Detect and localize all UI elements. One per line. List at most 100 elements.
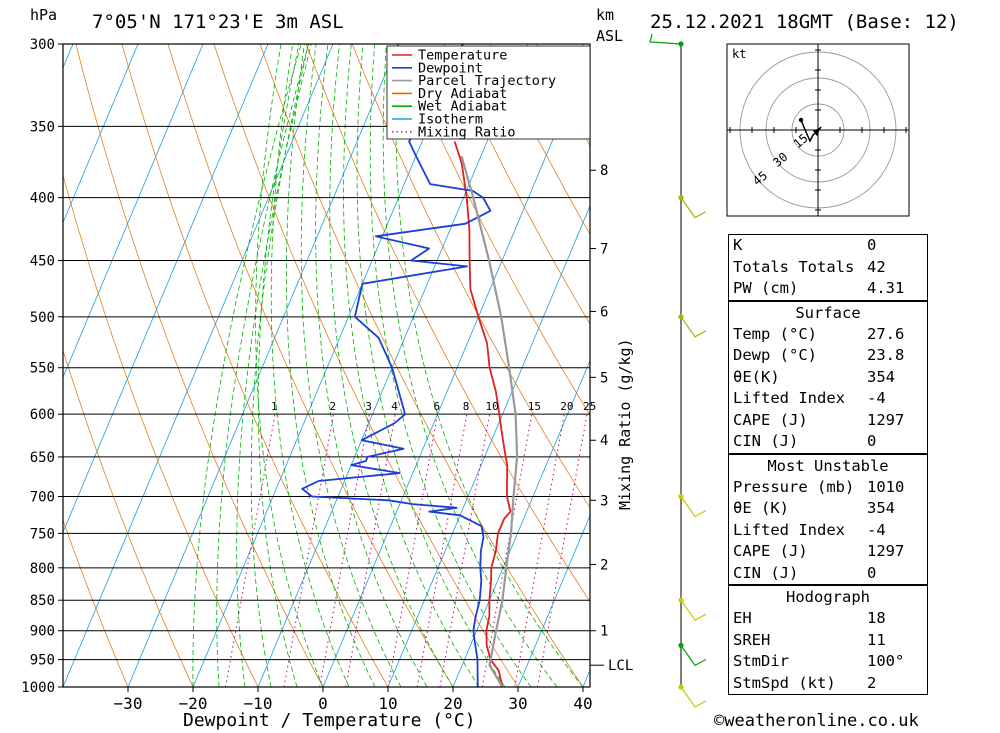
mixing-ratio-label: 4 [391,400,398,413]
isotherm-line [63,44,139,224]
pressure-tick-label: 600 [30,407,55,423]
mixing-ratio-label: 20 [560,400,573,413]
wind-barb [680,686,707,708]
height-tick-label: 3 [600,493,608,509]
pressure-tick-label: 550 [30,361,55,377]
pressure-tick-label: 450 [30,254,55,270]
legend-label: Isotherm [418,112,483,128]
height-tick-label: 7 [600,242,608,258]
height-tick-label: 1 [600,624,608,640]
temperature-tick-label: 40 [573,694,592,713]
dry-adiabat-line [259,44,584,687]
dry-adiabat-line [397,44,590,416]
mixing-ratio-axis-label: Mixing Ratio (g/kg) [616,338,634,510]
lcl-label: LCL [608,658,633,674]
hodograph-box: Hodograph EH 18 SREH 11 StmDir 100° StmSpd … [728,585,928,695]
mixing-ratio-label: 10 [486,400,499,413]
height-tick-label: 5 [600,370,608,386]
mixing-ratio-label: 3 [365,400,372,413]
pressure-tick-label: 800 [30,561,55,577]
temperature-tick-label: 20 [443,694,462,713]
most-unstable-title: Most Unstable [767,456,889,475]
mixing-ratio-line [416,414,468,687]
wet-adiabat-line [216,44,309,687]
x-axis-label: Dewpoint / Temperature (°C) [183,710,476,731]
pressure-tick-label: 400 [30,191,55,207]
temperature-line [453,141,512,687]
hodo-row: StmDir 100° [733,652,905,670]
temperature-tick-label: −30 [114,694,143,713]
surface-box: Surface Temp (°C) 27.6 Dewp (°C) 23.8 θE(K… [728,300,928,454]
pressure-tick-label: 850 [30,593,55,609]
index-row: Totals Totals 42 [733,257,886,276]
hodo-row: StmSpd (kt) 2 [733,673,877,692]
wind-barb [649,33,682,45]
hodograph-unit: kt [732,47,746,61]
wind-barb [680,645,707,667]
dewpoint-line [301,44,492,687]
legend-label: Wet Adiabat [418,99,507,115]
wet-adiabat-line [382,44,558,687]
temperature-tick-label: −20 [179,694,208,713]
plot-frame [62,43,591,688]
surface-row: Dewp (°C) 23.8 [733,346,905,364]
wet-adiabat-line [356,44,506,687]
dry-adiabat-line [951,44,1000,687]
storm-motion-arrow [813,127,821,136]
temperature-tick-label: 0 [318,694,328,713]
footer-credit: ©weatheronline.co.uk [714,711,919,731]
mixing-ratio-line [387,414,439,687]
mixing-ratio-line [345,414,396,687]
mixing-ratio-line [481,414,533,687]
isotherm-line [63,44,269,534]
surface-row: CIN (J) 0 [733,432,877,450]
surface-row: Temp (°C) 27.6 [733,324,905,343]
dry-adiabat-line [63,519,129,687]
km-label: km [596,6,614,24]
pressure-tick-label: 650 [30,450,55,466]
isotherm-line [192,44,464,687]
height-tick-label: 4 [600,433,608,449]
wind-barb [680,316,707,338]
height-tick-label: 2 [600,557,608,573]
mixing-ratio-line [319,414,370,687]
mixing-ratio-label: 2 [330,400,337,413]
most-unstable-box: Most Unstable Pressure (mb) 1010 θE (K) 35… [728,453,928,585]
legend-label: Dewpoint [418,60,483,76]
pressure-tick-label: 900 [30,624,55,640]
location-title: 7°05'N 171°23'E 3m ASL [92,11,344,33]
mixing-ratio-line [439,414,491,687]
isotherm-line [127,44,399,687]
surface-title: Surface [795,303,861,322]
mixing-ratio-label: 6 [434,400,441,413]
isotherm-line [0,44,8,687]
legend-label: Mixing Ratio [418,124,516,140]
mu-row: CIN (J) 0 [733,563,877,582]
pressure-tick-label: 700 [30,490,55,506]
wind-barb [680,197,707,219]
legend-label: Dry Adiabat [418,86,507,102]
surface-row: θE(K) 354 [733,367,895,386]
isotherm-line [452,359,590,687]
parcel-trajectory-line [460,155,519,687]
dry-adiabat-line [121,44,389,687]
legend-label: Parcel Trajectory [418,73,556,89]
wind-barb [680,599,707,621]
asl-label: ASL [596,27,623,45]
isotherm-line [387,204,590,687]
mixing-ratio-line [537,414,588,687]
isotherm-line [517,514,590,687]
dry-adiabat-line [490,44,590,236]
wet-adiabat-line [236,44,312,687]
mu-row: θE (K) 354 [733,499,895,517]
pressure-tick-label: 350 [30,119,55,135]
hodo-row: SREH 11 [733,630,886,649]
pressure-tick-label: 500 [30,310,55,326]
isotherm-line [257,44,529,687]
wet-adiabat-line [315,44,428,687]
isotherm-line [63,44,334,687]
dry-adiabat-line [443,44,590,325]
